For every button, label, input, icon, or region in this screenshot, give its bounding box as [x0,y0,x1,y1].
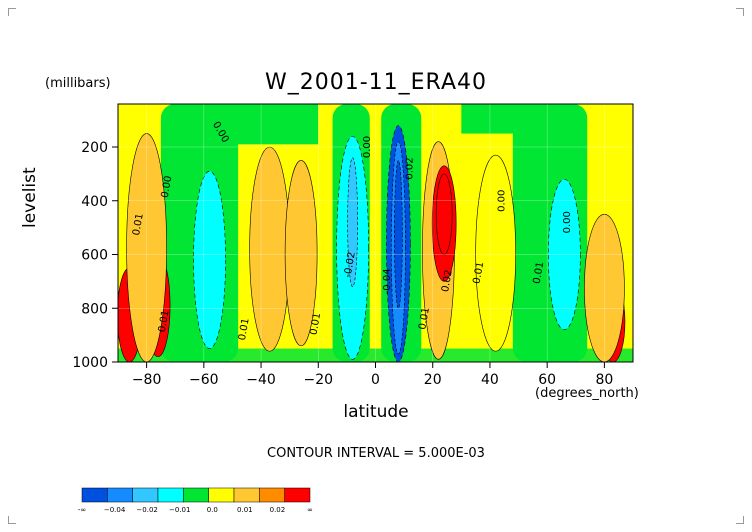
contour-feature-5 [284,160,318,347]
x-tick-label-4: 0 [371,372,380,388]
y-tick-label-2: 600 [81,248,108,264]
contour-label-6: 0.01 [131,213,146,237]
x-tick-label-2: −40 [246,372,276,388]
contour-label-2: 0.00 [160,175,175,199]
band-top-green [226,104,319,145]
colorbar-label-2: −0.02 [136,506,157,514]
colorbar-swatch-1 [107,487,133,503]
y-tick-label-3: 800 [81,301,108,317]
plot-area: 0.000.000.000.000.000.020.01-0.02 0.01 0.0… [118,104,633,362]
x-tick-label-7: 60 [538,372,556,388]
y-tick-label-1: 400 [81,194,108,210]
colorbar-label-7: ∞ [307,506,313,514]
colorbar-swatch-4 [183,487,209,503]
contour-label-5: 0.02 [405,157,416,179]
y-tick-label-4: 1000 [72,355,108,371]
x-tick-label-0: −80 [132,372,162,388]
contour-feature-4 [249,146,290,352]
contour-label-10: 0.01 [157,309,172,333]
y-tick-label-0: 200 [81,140,108,156]
colorbar-swatch-5 [208,487,235,503]
contour-label-4: 0.00 [562,211,573,233]
colorbar-label-3: −0.01 [169,506,190,514]
colorbar-label-1: −0.04 [104,506,126,514]
contour-feature-10 [475,154,516,352]
colorbar: -∞ −0.04 −0.02 −0.01 0.0 0.01 0.02 ∞ [78,487,313,514]
corner-mark-br [736,516,744,524]
contour-label-1: 0.00 [362,136,373,158]
contour-feature-3 [193,170,226,349]
x-tick-label-6: 40 [481,372,499,388]
contour-interval-text: CONTOUR INTERVAL = 5.000E-03 [267,446,485,461]
colorbar-label-0: -∞ [78,506,86,514]
corner-mark-bl [8,516,16,524]
corner-mark-tl [8,8,16,16]
contour-label-14: -0.04 [382,268,393,294]
x-tick-label-5: 20 [424,372,442,388]
y-axis-label: levelist [20,167,40,228]
x-axis-units: (degrees_north) [535,386,639,401]
contour-label-3: 0.00 [496,190,507,212]
axes: −80 −60 −40 −20 0 20 40 60 80 200 400 600 800 1000 [72,103,634,388]
colorbar-swatch-7 [259,487,285,503]
colorbar-swatch-8 [284,487,311,503]
band-top-green-2 [461,104,548,134]
colorbar-label-5: 0.01 [237,506,253,514]
chart-title: W_2001-11_ERA40 [264,70,487,95]
contour-label-7: -0.02 [342,251,357,278]
contour-label-13: 0.01 [417,307,432,331]
colorbar-label-4: 0.0 [207,506,218,514]
x-tick-label-3: −20 [304,372,334,388]
contour-core-1 [394,160,403,309]
colorbar-swatch-3 [157,487,184,503]
contour-label-11: 0.01 [237,317,252,341]
colorbar-label-6: 0.02 [270,506,286,514]
contour-label-15: 0.02 [440,269,455,293]
corner-mark-tr [736,8,744,16]
colorbar-swatch-2 [132,487,159,503]
x-tick-label-8: 80 [595,372,613,388]
colorbar-swatch-6 [233,487,260,503]
contour-label-12: 0.01 [308,312,323,336]
contour-label-9: 0.01 [532,261,547,285]
units-label: (millibars) [45,76,111,91]
contour-label-8: 0.01 [472,261,487,285]
colorbar-swatch-0 [81,487,108,503]
x-tick-label-1: −60 [189,372,219,388]
x-axis-label: latitude [343,402,409,422]
contour-core-3 [435,173,453,255]
